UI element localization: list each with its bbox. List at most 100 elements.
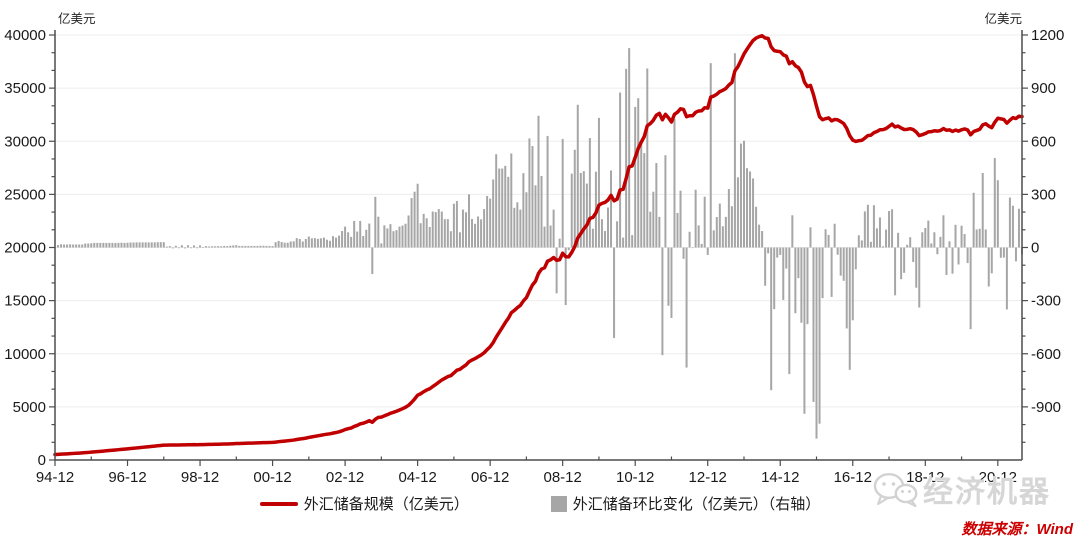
mom-change-bar (410, 198, 413, 248)
mom-change-bar (691, 247, 694, 249)
mom-change-bar (341, 231, 344, 248)
mom-change-bar (486, 195, 489, 248)
mom-change-bar (676, 212, 679, 248)
mom-change-bar (622, 237, 625, 248)
mom-change-bar (640, 141, 643, 248)
mom-change-bar (818, 247, 821, 424)
mom-change-bar (857, 235, 860, 248)
mom-change-bar (752, 178, 755, 248)
mom-change-bar (655, 163, 658, 248)
mom-change-bar (241, 245, 244, 248)
mom-change-bar (706, 247, 709, 255)
y-left-tick-label: 35000 (4, 80, 46, 97)
mom-change-bar (755, 206, 758, 248)
mom-change-bar (244, 245, 247, 248)
mom-change-bar (688, 231, 691, 248)
mom-change-bar (368, 223, 371, 248)
mom-change-bar (936, 247, 939, 255)
mom-change-bar (344, 226, 347, 248)
y-left-tick-label: 20000 (4, 240, 46, 257)
mom-change-bar (833, 223, 836, 248)
mom-change-bar (265, 245, 268, 248)
y-right-tick-label: -600 (1031, 346, 1061, 363)
mom-change-bar (969, 247, 972, 330)
mom-change-bar (945, 247, 948, 275)
mom-change-bar (670, 247, 673, 318)
mom-change-bar (628, 48, 631, 248)
mom-change-bar (927, 220, 930, 248)
mom-change-bar (918, 247, 921, 308)
mom-change-bar (434, 212, 437, 248)
mom-change-bar (196, 247, 199, 249)
mom-change-bar (975, 229, 978, 248)
mom-change-bar (597, 117, 600, 248)
mom-change-bar (226, 246, 229, 248)
mom-change-bar (313, 238, 316, 248)
mom-change-bar (600, 219, 603, 248)
mom-change-bar (727, 189, 730, 248)
mom-change-bar (392, 231, 395, 248)
mom-change-bar (631, 235, 634, 248)
mom-change-bar (658, 216, 661, 248)
mom-change-bar (764, 247, 767, 286)
mom-change-bar (999, 247, 1002, 258)
mom-change-bar (307, 236, 310, 248)
mom-change-bar (525, 192, 528, 248)
mom-change-bar (455, 201, 458, 248)
mom-change-bar (603, 231, 606, 248)
mom-change-bar (625, 68, 628, 248)
mom-change-bar (809, 227, 812, 248)
mom-change-bar (186, 245, 189, 248)
mom-change-bar (942, 215, 945, 248)
mom-change-bar (897, 232, 900, 248)
mom-change-bar (972, 192, 975, 248)
mom-change-bar (413, 191, 416, 248)
mom-change-bar (894, 247, 897, 296)
y-left-tick-label: 25000 (4, 186, 46, 203)
mom-change-bar (652, 191, 655, 248)
mom-change-bar (114, 242, 117, 248)
mom-change-bar (404, 223, 407, 248)
mom-change-bar (643, 153, 646, 248)
mom-change-bar (815, 247, 818, 439)
mom-change-bar (552, 209, 555, 248)
mom-change-bar (135, 242, 138, 248)
mom-change-bar (827, 234, 830, 248)
mom-change-bar (679, 190, 682, 248)
mom-change-bar (452, 203, 455, 248)
mom-change-bar (543, 226, 546, 248)
mom-change-bar (912, 247, 915, 263)
mom-change-bar (661, 247, 664, 356)
x-tick-label: 94-12 (36, 469, 74, 486)
mom-change-bar (718, 203, 721, 248)
mom-change-bar (948, 241, 951, 248)
x-tick-label: 10-12 (616, 469, 654, 486)
mom-change-bar (183, 247, 186, 249)
mom-change-bar (371, 247, 374, 275)
mom-change-bar (1008, 197, 1011, 248)
mom-change-bar (280, 242, 283, 248)
x-tick-label: 00-12 (253, 469, 291, 486)
mom-change-bar (1002, 247, 1005, 258)
mom-change-bar (721, 226, 724, 248)
mom-change-bar (573, 149, 576, 248)
mom-change-bar (996, 180, 999, 248)
mom-change-bar (132, 242, 135, 248)
mom-change-bar (141, 242, 144, 248)
mom-change-bar (788, 247, 791, 375)
mom-change-bar (761, 231, 764, 248)
x-tick-label: 06-12 (471, 469, 509, 486)
mom-change-bar (528, 138, 531, 248)
x-tick-label: 02-12 (326, 469, 364, 486)
mom-change-bar (471, 218, 474, 248)
y-left-tick-label: 5000 (13, 399, 46, 416)
mom-change-bar (531, 146, 534, 248)
mom-change-bar (353, 220, 356, 248)
x-tick-label: 20-12 (979, 469, 1017, 486)
mom-change-bar (576, 104, 579, 248)
mom-change-bar (776, 247, 779, 258)
mom-change-bar (117, 242, 120, 248)
mom-change-bar (1011, 205, 1014, 248)
mom-change-bar (180, 245, 183, 248)
mom-change-bar (709, 63, 712, 248)
